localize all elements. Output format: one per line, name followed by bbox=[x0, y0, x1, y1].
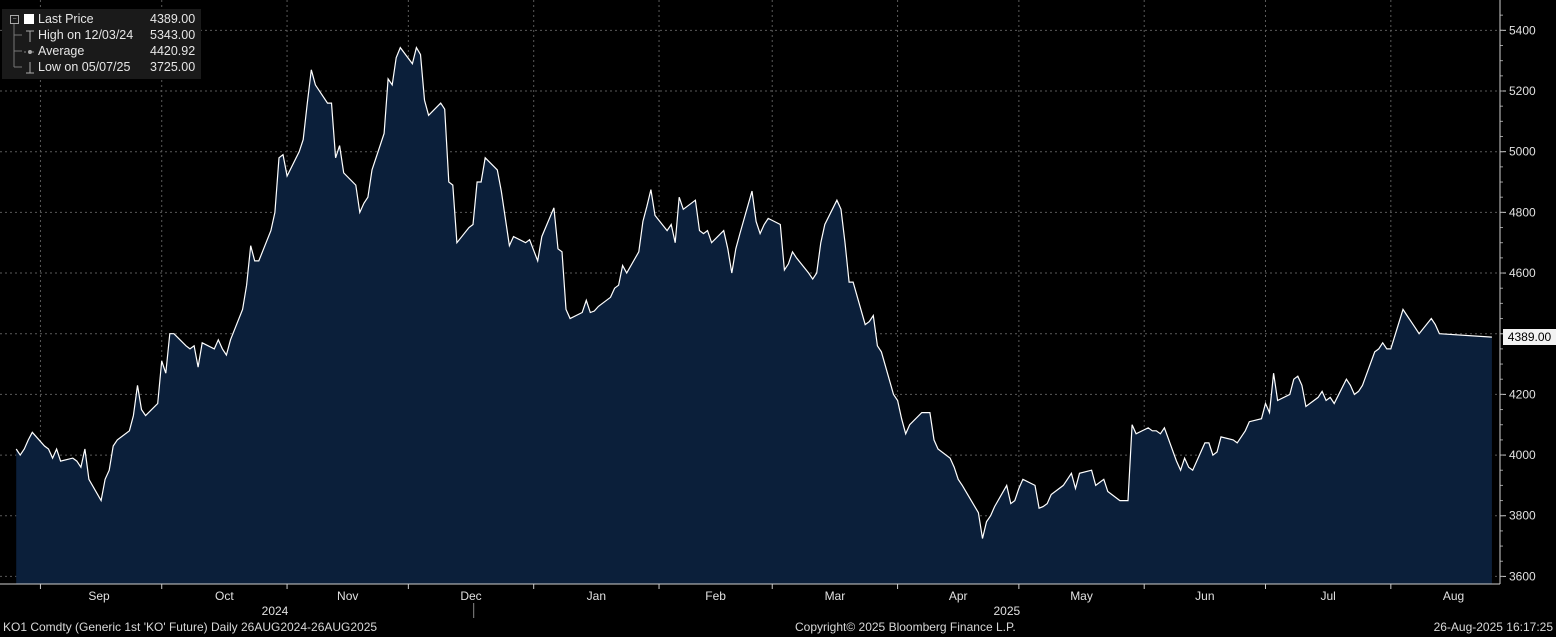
y-tick-label: 3800 bbox=[1509, 509, 1536, 523]
x-tick-label: Dec bbox=[460, 589, 481, 603]
x-axis-ticks: Sep Oct Nov Dec Jan Feb Mar Apr May Jun Jul Aug 2024… bbox=[88, 589, 1464, 618]
legend-label: Last Price bbox=[38, 12, 94, 26]
y-tick-label: 5000 bbox=[1509, 145, 1536, 159]
footer-security-info: KO1 Comdty (Generic 1st 'KO' Future) Dai… bbox=[3, 620, 378, 634]
price-area-fill bbox=[16, 47, 1492, 585]
footer-copyright: Copyright© 2025 Bloomberg Finance L.P. bbox=[795, 620, 1016, 634]
x-tick-label: Oct bbox=[215, 589, 234, 603]
axes bbox=[0, 0, 1506, 618]
legend-value: 4389.00 bbox=[150, 12, 196, 26]
x-tick-label: May bbox=[1070, 589, 1093, 603]
y-tick-label: 4600 bbox=[1509, 266, 1536, 280]
legend-label: High on 12/03/24 bbox=[38, 28, 134, 42]
x-tick-label: Sep bbox=[88, 589, 110, 603]
legend-item-last-price[interactable]: − Last Price 4389.00 bbox=[2, 11, 201, 27]
y-tick-label: 4800 bbox=[1509, 205, 1536, 219]
collapse-icon[interactable]: − bbox=[10, 15, 19, 24]
x-tick-label: Jun bbox=[1195, 589, 1214, 603]
y-tick-label: 3600 bbox=[1509, 569, 1536, 583]
legend-value: 4420.92 bbox=[150, 44, 196, 58]
footer-timestamp: 26-Aug-2025 16:17:25 bbox=[1433, 620, 1553, 634]
legend-value: 5343.00 bbox=[150, 28, 196, 42]
last-price-tag: 4389.00 bbox=[1503, 329, 1556, 345]
average-marker-icon bbox=[24, 45, 36, 57]
y-tick-label: 5200 bbox=[1509, 84, 1536, 98]
y-tick-label: 5400 bbox=[1509, 23, 1536, 37]
legend-tree-lines bbox=[13, 24, 22, 68]
x-tick-label: Nov bbox=[337, 589, 358, 603]
high-marker-icon bbox=[24, 29, 36, 42]
legend-item-low[interactable]: Low on 05/07/25 3725.00 bbox=[2, 59, 201, 75]
legend-box: − Last Price 4389.00 High on 12/03/24 53… bbox=[2, 9, 201, 79]
x-tick-label: Feb bbox=[705, 589, 726, 603]
x-tick-label: Jul bbox=[1320, 589, 1335, 603]
x-tick-label: Aug bbox=[1443, 589, 1464, 603]
legend-item-high[interactable]: High on 12/03/24 5343.00 bbox=[2, 27, 201, 43]
x-tick-label: Mar bbox=[825, 589, 846, 603]
y-tick-label: 4200 bbox=[1509, 387, 1536, 401]
y-axis-ticks: 3600380040004200440046004800500052005400 bbox=[1509, 23, 1536, 583]
year-label: 2024 bbox=[262, 604, 289, 618]
legend-value: 3725.00 bbox=[150, 60, 196, 74]
y-tick-label: 4000 bbox=[1509, 448, 1536, 462]
price-line bbox=[15, 46, 1492, 539]
x-tick-label: Apr bbox=[949, 589, 968, 603]
x-tick-label: Jan bbox=[587, 589, 606, 603]
legend-label: Average bbox=[38, 44, 85, 58]
legend-item-average[interactable]: Average 4420.92 bbox=[2, 43, 201, 59]
year-label: 2025 bbox=[993, 604, 1020, 618]
legend-label: Low on 05/07/25 bbox=[38, 60, 131, 74]
area-swatch-icon bbox=[24, 14, 34, 24]
low-marker-icon bbox=[24, 61, 36, 74]
